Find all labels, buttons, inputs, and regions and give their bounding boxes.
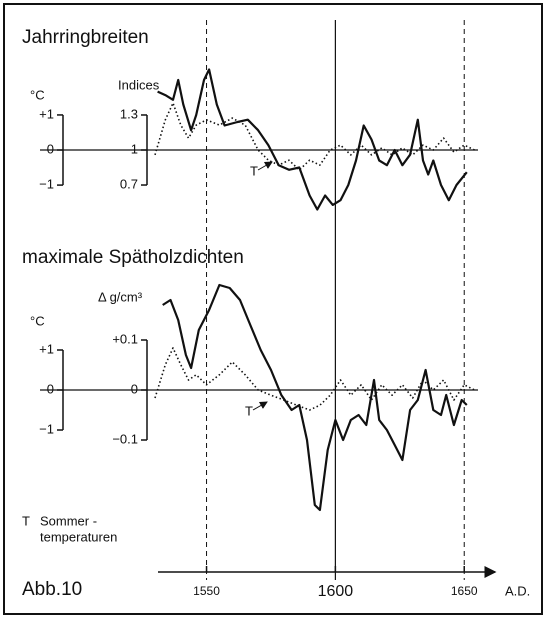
x-tick-label: 1600	[318, 583, 354, 600]
x-label: A.D.	[505, 583, 530, 598]
series-line	[154, 347, 475, 411]
y-label: Δ g/cm³	[98, 289, 143, 304]
annotation: T	[250, 163, 258, 178]
x-tick-label: 1650	[451, 584, 478, 598]
series-line	[154, 102, 475, 171]
annotation-arrow	[252, 401, 268, 411]
tick-label: 1	[131, 141, 138, 156]
series-line	[157, 68, 468, 211]
note: Sommer -	[40, 513, 97, 528]
figure-label: Abb.10	[22, 579, 82, 600]
tick-label: −1	[39, 421, 54, 436]
tick-label: 0.7	[120, 176, 138, 191]
tick-label: −1	[39, 177, 54, 192]
tick-label: +1	[39, 341, 54, 356]
x-tick-label: 1550	[193, 584, 220, 598]
y-label: Indices	[118, 77, 160, 92]
annotation: T	[245, 403, 253, 418]
tick-label: +0.1	[112, 331, 138, 346]
tick-label: 0	[47, 141, 54, 156]
note: temperaturen	[40, 529, 117, 544]
tick-label: 0	[47, 381, 54, 396]
frame	[3, 3, 543, 615]
tick-label: 0	[131, 381, 138, 396]
series-line	[162, 283, 468, 512]
panel-title: maximale Spätholzdichten	[22, 247, 244, 268]
y2-label: °C	[30, 87, 45, 102]
y2-label: °C	[30, 313, 45, 328]
tick-label: −0.1	[112, 431, 138, 446]
tick-label: 1.3	[120, 106, 138, 121]
tick-label: +1	[39, 106, 54, 121]
note: T	[22, 513, 30, 528]
annotation-arrow	[257, 161, 273, 171]
panel-title: Jahrringbreiten	[22, 27, 149, 48]
